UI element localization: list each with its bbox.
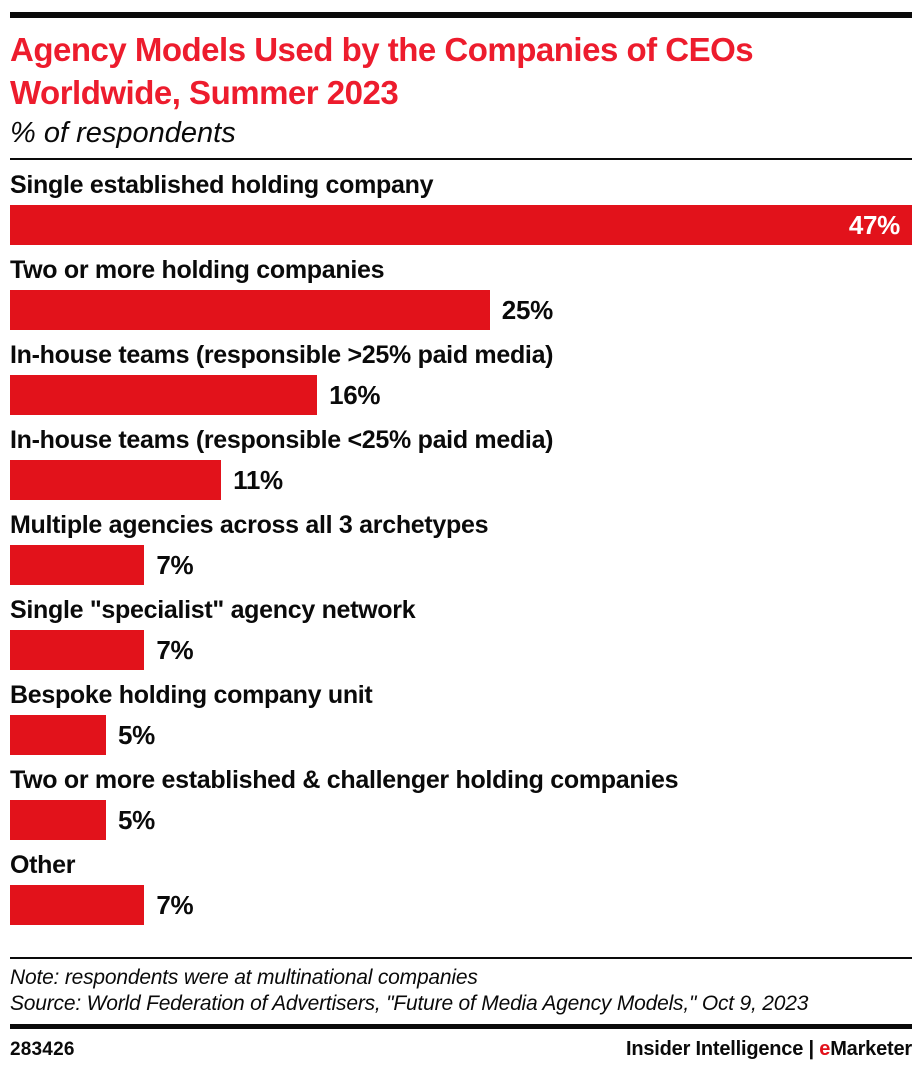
bar [10, 460, 222, 500]
bar-value-label: 5% [117, 720, 155, 750]
bar-row: Single established holding company 47% [10, 172, 912, 245]
bar [10, 545, 145, 585]
bar-category-label: In-house teams (responsible <25% paid me… [10, 426, 554, 454]
footer-bar: 283426 Insider Intelligence | eMarketer [10, 1038, 912, 1061]
bar-track: 7% [10, 545, 912, 585]
brand-lockup: Insider Intelligence | eMarketer [626, 1038, 912, 1061]
bar-value-label: 5% [117, 805, 155, 835]
bar-track: 5% [10, 800, 912, 840]
note-line: Note: respondents were at multinational … [10, 966, 478, 989]
bar-value-label: 25% [501, 295, 553, 325]
bar-category-label: In-house teams (responsible >25% paid me… [10, 341, 554, 369]
bar-row: In-house teams (responsible >25% paid me… [10, 342, 912, 415]
brand-pipe: | [808, 1038, 815, 1060]
bar [10, 630, 145, 670]
source-line: Source: World Federation of Advertisers,… [10, 992, 809, 1015]
brand-insider-intelligence: Insider Intelligence [625, 1038, 804, 1060]
bar-track: 11% [10, 460, 912, 500]
bar [10, 885, 145, 925]
bar-value-label: 47% [848, 210, 900, 240]
footer-divider [10, 1024, 912, 1029]
chart-page: Agency Models Used by the Companies of C… [0, 12, 922, 1061]
bar-category-label: Two or more established & challenger hol… [10, 766, 679, 794]
chart-subtitle: % of respondents [10, 117, 236, 149]
bar-track: 5% [10, 715, 912, 755]
bar-track: 7% [10, 885, 912, 925]
bar-value-label: 16% [329, 380, 381, 410]
bar-track: 47% [10, 205, 912, 245]
chart-title: Agency Models Used by the Companies of C… [10, 31, 754, 111]
bar [10, 290, 490, 330]
bar-track: 16% [10, 375, 912, 415]
chart-id: 283426 [10, 1039, 75, 1060]
bar-category-label: Bespoke holding company unit [10, 681, 373, 709]
notes-divider [10, 957, 912, 959]
bar-track: 7% [10, 630, 912, 670]
bar-row: Two or more established & challenger hol… [10, 767, 912, 840]
bar-row: Single "specialist" agency network 7% [10, 597, 912, 670]
brand-emarketer-rest: Marketer [830, 1038, 912, 1060]
bar-row: Other 7% [10, 852, 912, 925]
bar-category-label: Other [10, 851, 76, 879]
bar-category-label: Two or more holding companies [10, 256, 385, 284]
bar-value-label: 11% [233, 465, 283, 495]
bar-value-label: 7% [156, 550, 194, 580]
bar-category-label: Single "specialist" agency network [10, 596, 416, 624]
bar [10, 800, 106, 840]
bar: 47% [10, 205, 912, 245]
brand-emarketer-e: e [819, 1038, 831, 1060]
bar-value-label: 7% [156, 890, 194, 920]
chart-notes: Note: respondents were at multinational … [10, 965, 912, 1017]
bar-row: Multiple agencies across all 3 archetype… [10, 512, 912, 585]
bar-value-label: 7% [156, 635, 194, 665]
top-rule [10, 12, 912, 18]
bar-row: Two or more holding companies 25% [10, 257, 912, 330]
bar-row: Bespoke holding company unit 5% [10, 682, 912, 755]
header-divider [10, 158, 912, 160]
bar [10, 715, 106, 755]
bar [10, 375, 318, 415]
bar-track: 25% [10, 290, 912, 330]
bar-category-label: Multiple agencies across all 3 archetype… [10, 511, 489, 539]
bar-row: In-house teams (responsible <25% paid me… [10, 427, 912, 500]
bar-category-label: Single established holding company [10, 171, 434, 199]
bar-rows: Single established holding company 47% Two… [10, 172, 912, 925]
